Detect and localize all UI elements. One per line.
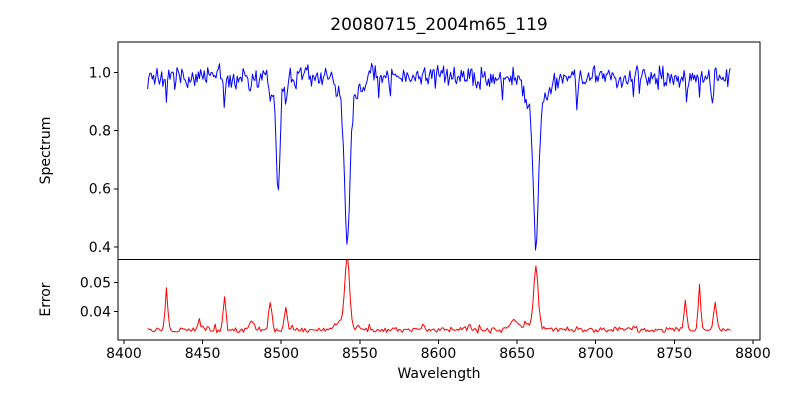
axis-ticks: 1.0 0.8 0.6 0.4 0.05 0.04 8400 8450 8500 8550 8600… — [80, 65, 771, 362]
y-tick-label: 0.04 — [80, 305, 111, 321]
axes-frame — [117, 41, 761, 341]
y-tick-label: 1.0 — [89, 65, 111, 81]
y-axis-label-spectrum: Spectrum — [38, 117, 54, 185]
x-tick-label: 8750 — [656, 346, 692, 362]
error-line — [147, 259, 731, 334]
x-tick-label: 8400 — [106, 346, 142, 362]
x-tick-label: 8500 — [263, 346, 299, 362]
x-tick-label: 8450 — [185, 346, 221, 362]
data-series — [147, 62, 731, 334]
y-tick-label: 0.6 — [89, 182, 111, 198]
y-axis-label-error: Error — [38, 282, 54, 316]
y-tick-label: 0.8 — [89, 123, 111, 139]
spectrum-line — [147, 62, 731, 251]
chart-title: 20080715_2004m65_119 — [330, 15, 547, 35]
panel-frame-error — [117, 259, 761, 341]
x-axis-label: Wavelength — [397, 366, 480, 382]
x-tick-label: 8800 — [735, 346, 771, 362]
y-tick-label: 0.4 — [89, 240, 111, 256]
x-tick-label: 8700 — [578, 346, 614, 362]
x-tick-label: 8550 — [342, 346, 378, 362]
y-tick-label: 0.05 — [80, 275, 111, 291]
x-tick-label: 8600 — [421, 346, 457, 362]
x-tick-label: 8650 — [499, 346, 535, 362]
